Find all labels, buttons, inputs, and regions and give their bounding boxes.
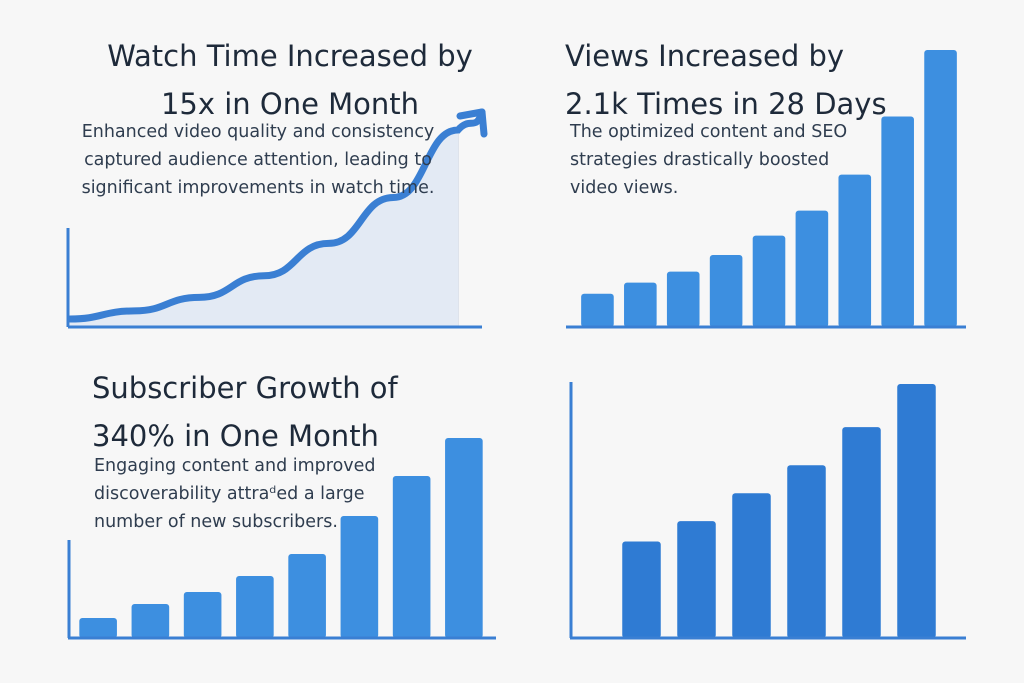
views-bar [881, 116, 914, 327]
views-bar [624, 282, 657, 327]
growth-bar [842, 427, 881, 638]
views-description: The optimized content and SEO strategies… [570, 118, 890, 202]
watch-time-title: Watch Time Increased by 15x in One Month [80, 32, 500, 128]
subscribers-bar [236, 576, 274, 638]
views-bar [924, 50, 957, 327]
growth-bar [732, 493, 771, 638]
subscribers-desc-line-1: Engaging content and improved [94, 456, 376, 476]
views-desc-line-1: The optimized content and SEO [570, 122, 848, 142]
growth-bar [622, 541, 661, 638]
subscribers-bar [392, 476, 431, 638]
growth-bar [787, 465, 826, 638]
views-bar [795, 210, 829, 327]
subscribers-title-line-1: Subscriber Growth of [92, 371, 398, 405]
subscribers-bar [79, 618, 117, 638]
subscribers-bar [183, 592, 222, 638]
watch-time-area [70, 130, 458, 327]
watch-time-desc-line-3: significant improvements in watch time. [81, 178, 435, 198]
views-bar [581, 293, 614, 327]
subscribers-bar [340, 516, 379, 638]
subscribers-bar [131, 604, 170, 638]
growth-bars [622, 384, 936, 638]
views-title-line-1: Views Increased by [565, 39, 845, 73]
watch-time-title-line-1: Watch Time Increased by [107, 39, 473, 73]
watch-time-desc-line-1: Enhanced video quality and consistency [81, 122, 435, 142]
watch-time-desc-line-2: captured audience attention, leading to [84, 150, 432, 170]
subscribers-title: Subscriber Growth of 340% in One Month [92, 364, 512, 460]
views-desc-line-3: video views. [570, 178, 679, 198]
watch-time-description: Enhanced video quality and consistency c… [68, 118, 448, 202]
watch-time-title-line-2: 15x in One Month [160, 87, 420, 121]
subscribers-bar [288, 554, 326, 638]
watch-time-line [66, 108, 486, 323]
views-title-line-2: 2.1k Times in 28 Days [565, 87, 887, 121]
subscribers-desc-line-3: number of new subscribers. [94, 512, 338, 532]
views-bar [709, 254, 743, 327]
views-bar [838, 174, 872, 327]
views-bar [666, 271, 700, 327]
subscribers-description: Engaging content and improved discoverab… [94, 452, 414, 536]
views-desc-line-2: strategies drastically boosted [570, 150, 830, 170]
growth-bar [897, 384, 936, 638]
watch-time-arrowhead [456, 108, 488, 138]
subscribers-title-line-2: 340% in One Month [92, 419, 379, 453]
growth-bar [677, 521, 716, 638]
subscribers-desc-line-2: discoverability attraᵈed a large [94, 484, 365, 504]
views-bars [581, 50, 957, 327]
views-title: Views Increased by 2.1k Times in 28 Days [565, 32, 985, 128]
views-bar [752, 235, 786, 327]
subscribers-bars [79, 438, 483, 638]
subscribers-bar [445, 438, 483, 638]
